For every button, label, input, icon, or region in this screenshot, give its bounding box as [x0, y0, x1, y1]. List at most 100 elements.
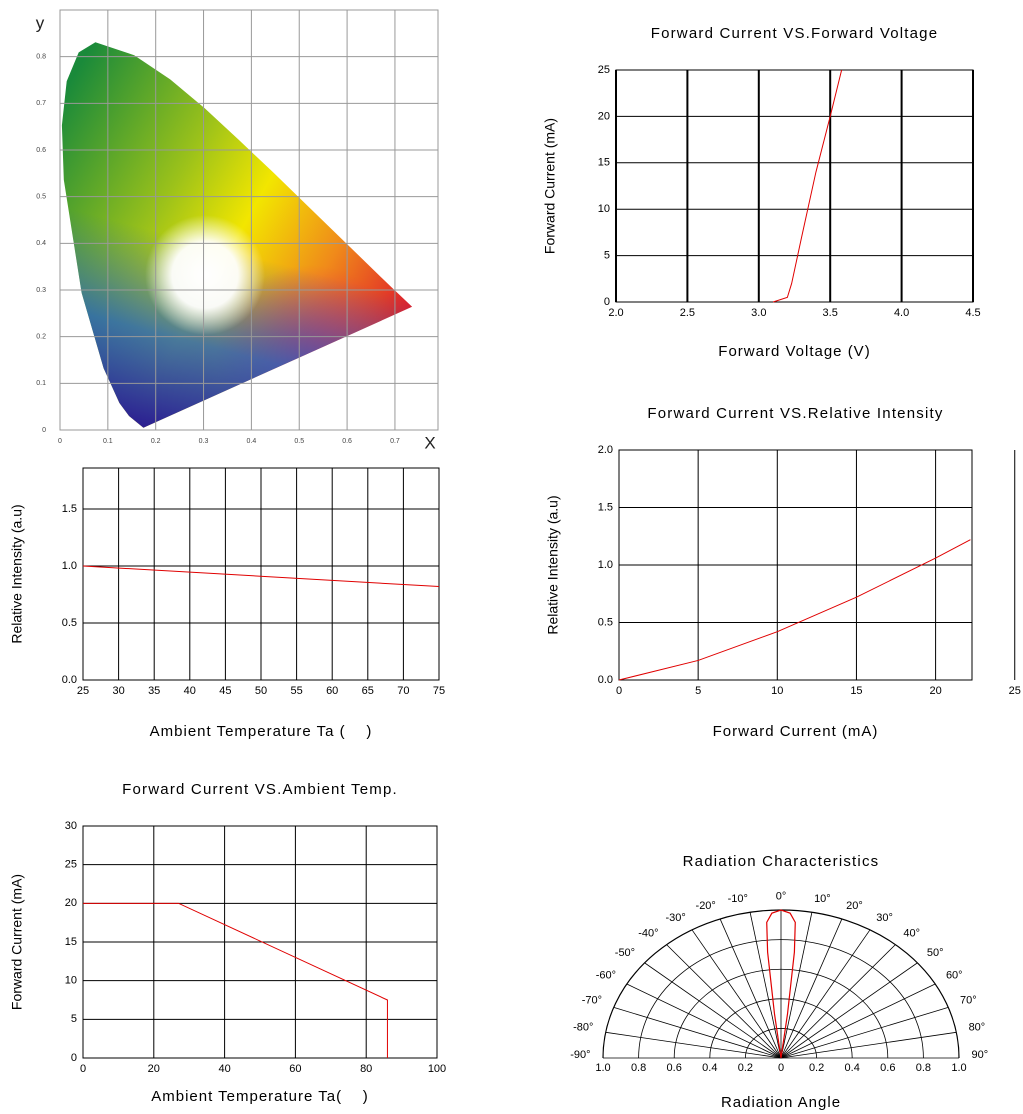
y-tick-label: 0.3: [36, 287, 46, 294]
y-tick-label: 10: [598, 203, 610, 215]
chart-title: Forward Current VS.Relative Intensity: [647, 405, 943, 422]
cie-chart: 0 0.1 0.2 0.3 0.4 0.5 0.6 0.7 0.8 0 0.1 0.2 0.3 0.4 0.…: [36, 9, 439, 452]
y-tick-label: 20: [598, 110, 610, 122]
r-tick-label: 1.0: [595, 1062, 610, 1074]
y-tick-label: 0.7: [36, 100, 46, 107]
data-line: [83, 902, 388, 1058]
angle-tick-label: 40°: [903, 928, 920, 940]
x-tick-label: 70: [397, 685, 409, 697]
y-tick-label: 1.5: [598, 501, 613, 513]
x-tick-label: 50: [255, 685, 267, 697]
x-tick-label: 20: [929, 685, 941, 697]
y-tick-label: 15: [65, 936, 77, 948]
plot-frame: [82, 467, 440, 681]
line-chart: 0 5 10 15 20 25 2.0 2.5 3.0 3.5 4.0 4.5 Forward Curr…: [542, 25, 981, 360]
angle-tick-label: -50°: [615, 947, 635, 959]
y-axis-label: Forward Current (mA): [9, 874, 25, 1010]
angle-grid-line: [780, 1006, 949, 1059]
y-tick-label: 1.0: [62, 560, 77, 572]
angle-grid-line: [644, 962, 782, 1059]
x-axis-label: Forward Voltage (V): [718, 343, 870, 360]
x-tick-label: 25: [1009, 685, 1021, 697]
y-tick-label: 20: [65, 897, 77, 909]
y-tick-label: 10: [65, 975, 77, 987]
r-tick-label: 0.2: [809, 1062, 824, 1074]
y-axis-label: Relative Intensity (a.u): [9, 504, 25, 643]
data-line: [772, 69, 843, 303]
angle-tick-label: -70°: [582, 995, 602, 1007]
angle-grid-line: [780, 944, 896, 1059]
y-tick-label: 0.0: [598, 674, 613, 686]
y-axis-label: y: [36, 13, 45, 32]
radiation-pattern: [766, 909, 796, 1059]
angle-grid-line: [605, 1031, 782, 1059]
x-tick-label: 0.3: [199, 438, 209, 445]
r-tick-label: 0.8: [916, 1062, 931, 1074]
x-tick-label: 5: [695, 685, 701, 697]
r-tick-label: 0.2: [738, 1062, 753, 1074]
x-tick-label: 2.0: [608, 307, 623, 319]
y-tick-label: 0.4: [36, 240, 46, 247]
angle-grid-line: [780, 912, 813, 1059]
x-tick-label: 40: [218, 1063, 230, 1075]
y-axis-label: Relative Intensity (a.u): [545, 495, 561, 634]
y-tick-label: 0.5: [36, 194, 46, 201]
r-tick-label: 0.4: [702, 1062, 717, 1074]
y-axis-label: Forward Current (mA): [542, 118, 558, 254]
y-tick-label: 30: [65, 820, 77, 832]
x-tick-label: 0.7: [390, 438, 400, 445]
x-tick-label: 100: [428, 1063, 446, 1075]
polar-chart: 0 0.2 0.2 0.4 0.4 0.6 0.6 0.8 0.8 1.0 1.0 -90° -80° -…: [570, 853, 988, 1111]
x-tick-label: 4.5: [965, 307, 980, 319]
x-axis-label: Ambient Temperature Ta( ): [151, 1088, 369, 1105]
x-tick-label: 3.5: [823, 307, 838, 319]
chart-title: Forward Current VS.Ambient Temp.: [122, 781, 398, 798]
data-line: [618, 539, 971, 681]
y-tick-label: 0.6: [36, 147, 46, 154]
y-tick-label: 0.0: [62, 674, 77, 686]
line-chart: 0.0 0.5 1.0 1.5 25 30 35 40 45 50 55 60 65 70 75 Ambien…: [9, 467, 445, 740]
y-tick-label: 2.0: [598, 444, 613, 456]
y-tick-label: 1.5: [62, 503, 77, 515]
y-tick-label: 25: [65, 859, 77, 871]
x-tick-label: 45: [219, 685, 231, 697]
x-axis-label: Radiation Angle: [721, 1094, 841, 1111]
plot-frame: [618, 449, 973, 681]
x-tick-label: 0.4: [247, 438, 257, 445]
r-tick-label: 0: [778, 1062, 784, 1074]
angle-tick-label: 20°: [846, 900, 863, 912]
angle-grid-line: [691, 929, 782, 1059]
angle-tick-label: -60°: [596, 970, 616, 982]
angle-tick-label: 70°: [960, 995, 977, 1007]
x-tick-label: 0: [616, 685, 622, 697]
x-tick-label: 0.2: [151, 438, 161, 445]
angle-tick-label: -10°: [728, 893, 748, 905]
x-tick-label: 10: [771, 685, 783, 697]
y-tick-label: 0.8: [36, 54, 46, 61]
angle-grid-line: [780, 929, 871, 1059]
r-tick-label: 0.8: [631, 1062, 646, 1074]
y-tick-label: 0: [604, 296, 610, 308]
x-tick-label: 75: [433, 685, 445, 697]
data-line: [82, 565, 440, 588]
x-tick-label: 35: [148, 685, 160, 697]
x-tick-label: 2.5: [680, 307, 695, 319]
angle-grid-line: [626, 983, 782, 1059]
angle-tick-label: 60°: [946, 970, 963, 982]
plot-frame: [59, 9, 439, 431]
line-chart: 0 5 10 15 20 25 30 0 20 40 60 80 100 Forward Current …: [9, 781, 446, 1105]
r-tick-label: 1.0: [951, 1062, 966, 1074]
x-tick-label: 15: [850, 685, 862, 697]
y-tick-label: 5: [71, 1013, 77, 1025]
y-tick-label: 15: [598, 157, 610, 169]
x-tick-label: 80: [360, 1063, 372, 1075]
plot-frame: [615, 69, 974, 303]
angle-grid-line: [780, 1031, 957, 1059]
y-tick-label: 25: [598, 64, 610, 76]
r-tick-label: 0.4: [845, 1062, 860, 1074]
chart-title: Forward Current VS.Forward Voltage: [651, 25, 939, 42]
y-tick-label: 0: [71, 1052, 77, 1064]
angle-tick-label: -90°: [570, 1049, 590, 1061]
angle-tick-label: -40°: [638, 928, 658, 940]
y-tick-label: 0.2: [36, 334, 46, 341]
